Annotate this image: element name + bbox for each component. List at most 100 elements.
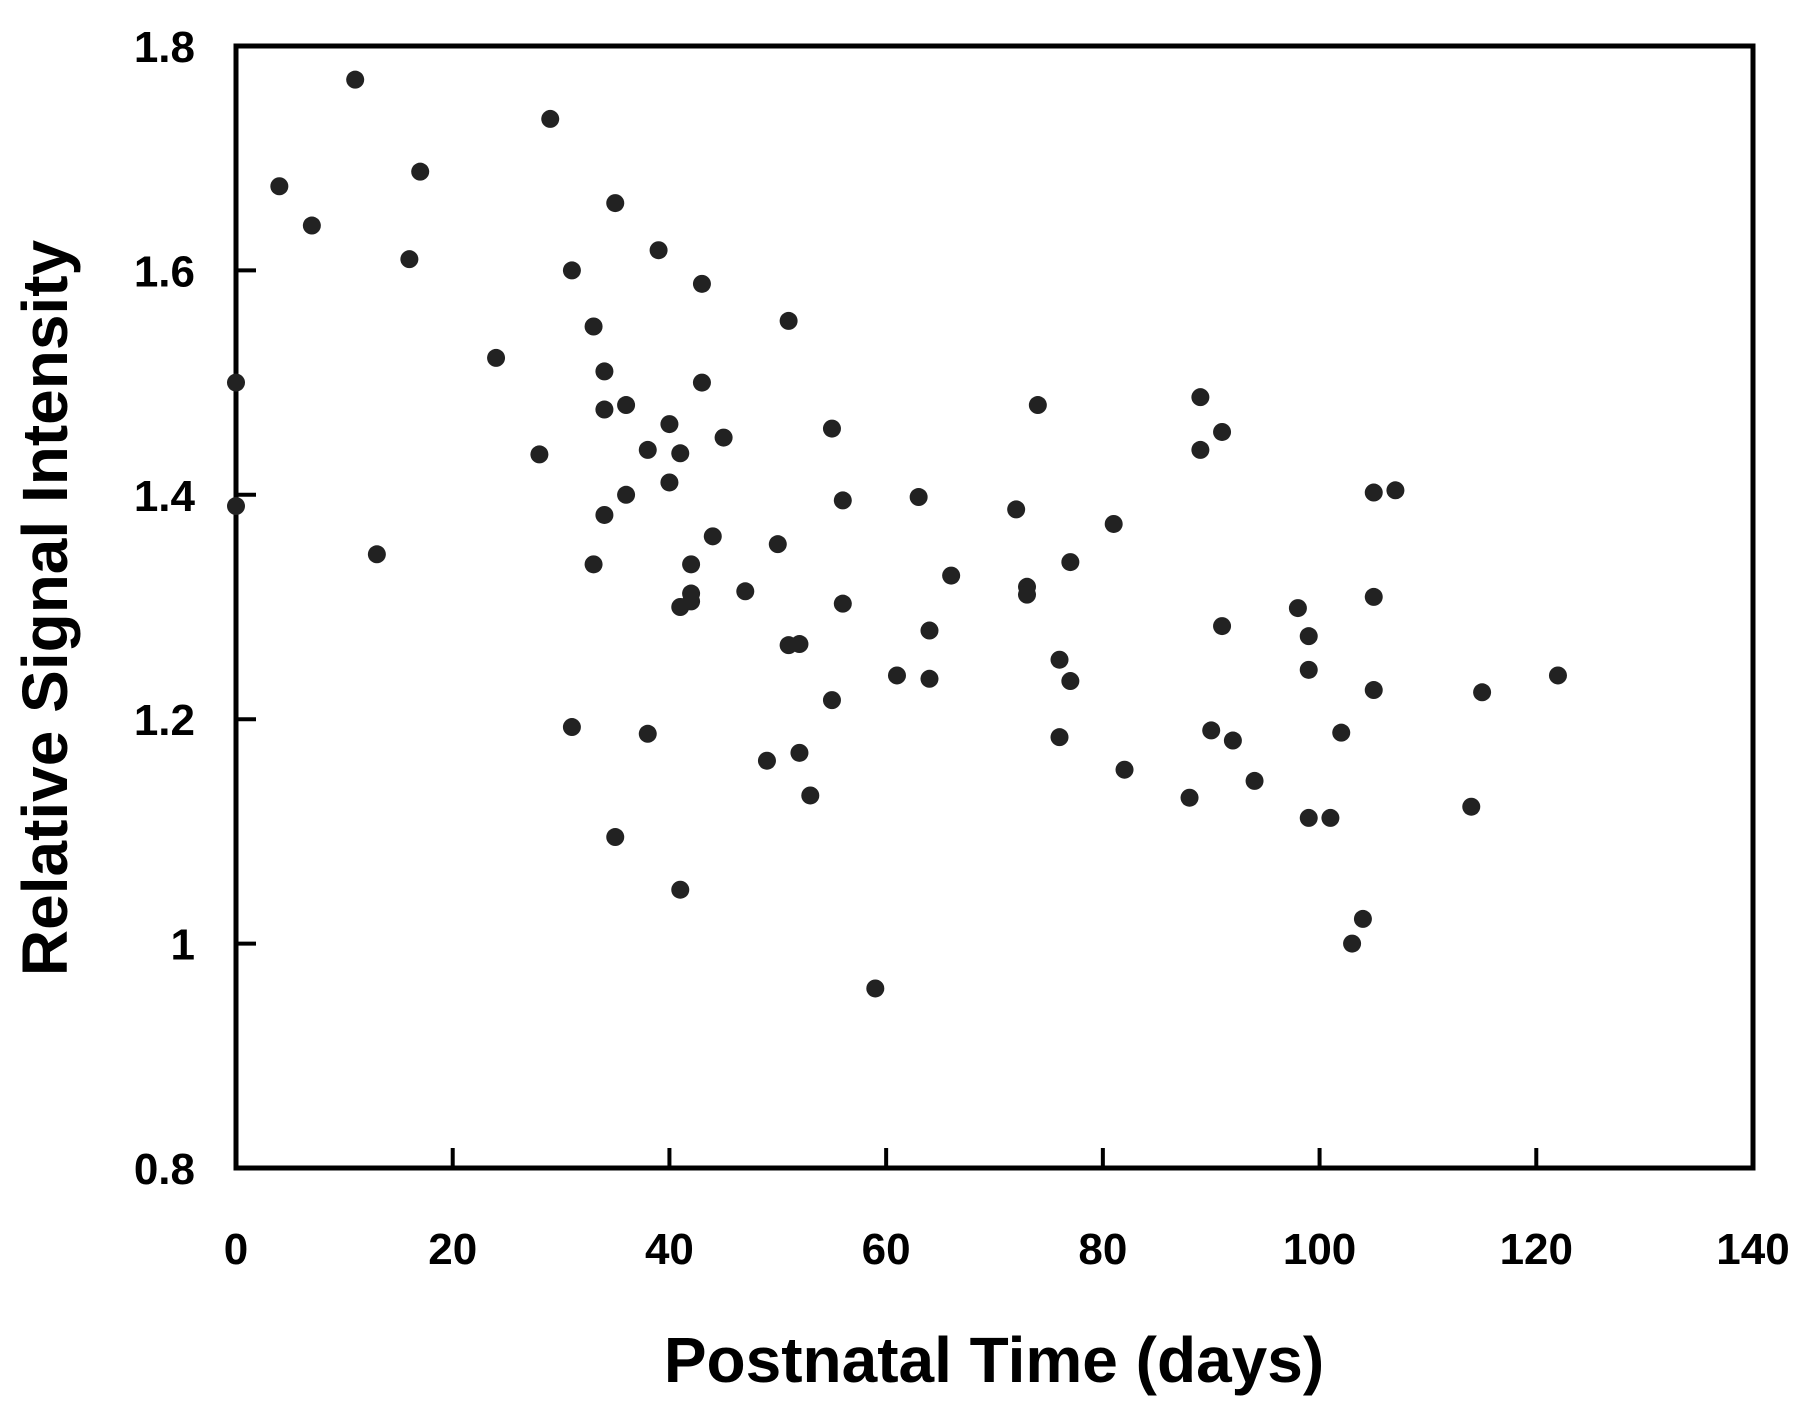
data-point <box>1061 672 1080 691</box>
data-points <box>227 70 1567 998</box>
data-point <box>757 751 776 770</box>
data-point <box>638 724 657 743</box>
data-point <box>671 444 690 463</box>
x-tick-labels: 0 20 40 60 80 100 120 140 <box>224 1225 1790 1274</box>
data-point <box>790 635 809 654</box>
data-point <box>682 555 701 574</box>
data-point <box>562 261 581 280</box>
y-tick-label: 1.2 <box>134 696 195 745</box>
data-point <box>1115 760 1134 779</box>
data-point <box>1180 788 1199 807</box>
data-point <box>1299 627 1318 646</box>
data-point <box>1061 553 1080 572</box>
data-point <box>1104 514 1123 533</box>
data-point <box>942 566 961 585</box>
data-point <box>1191 388 1210 407</box>
data-point <box>833 491 852 510</box>
data-point <box>1050 728 1069 747</box>
data-point <box>595 400 614 419</box>
data-point <box>1245 771 1264 790</box>
data-point <box>346 70 365 89</box>
x-tick-label: 80 <box>1078 1225 1127 1274</box>
data-point <box>768 535 787 554</box>
data-point <box>584 317 603 336</box>
data-point <box>714 428 733 447</box>
data-point <box>487 348 506 367</box>
y-axis-title: Relative Signal Intensity <box>9 239 81 976</box>
data-point <box>1364 587 1383 606</box>
data-point <box>638 440 657 459</box>
x-axis-title: Postnatal Time (days) <box>664 1324 1324 1396</box>
data-point <box>595 362 614 381</box>
y-tick-label: 1.8 <box>134 23 195 72</box>
data-point <box>1364 483 1383 502</box>
data-point <box>530 445 549 464</box>
data-point <box>270 177 289 196</box>
data-point <box>1473 683 1492 702</box>
data-point <box>400 250 419 269</box>
data-point <box>1548 666 1567 685</box>
data-point <box>584 555 603 574</box>
data-point <box>541 109 560 128</box>
data-point <box>227 497 245 516</box>
data-point <box>1202 721 1221 740</box>
data-point <box>1018 585 1037 604</box>
x-tick-label: 60 <box>862 1225 911 1274</box>
x-tick-label: 20 <box>428 1225 477 1274</box>
y-tick-label: 1 <box>171 921 195 970</box>
data-point <box>1223 731 1242 750</box>
data-point <box>1386 481 1405 500</box>
data-point <box>920 669 939 688</box>
data-point <box>606 194 625 213</box>
data-point <box>801 786 820 805</box>
data-point <box>649 241 668 260</box>
data-point <box>367 545 386 564</box>
x-tick-label: 140 <box>1716 1225 1789 1274</box>
data-point <box>909 488 928 507</box>
data-point <box>822 419 841 438</box>
data-point <box>617 485 636 504</box>
data-point <box>736 582 755 601</box>
y-tick-labels: 0.8 1 1.2 1.4 1.6 1.8 <box>134 23 196 1194</box>
data-point <box>606 828 625 847</box>
x-tick-label: 40 <box>645 1225 694 1274</box>
data-point <box>227 373 245 392</box>
data-point <box>1213 617 1232 636</box>
data-point <box>1050 650 1069 669</box>
plot-area-frame <box>233 43 1756 1171</box>
x-tick-label: 120 <box>1500 1225 1573 1274</box>
y-tick-label: 1.4 <box>134 472 196 521</box>
y-tick-label: 0.8 <box>134 1145 195 1194</box>
data-point <box>1321 808 1340 827</box>
data-point <box>822 691 841 710</box>
data-point <box>1028 396 1047 415</box>
data-point <box>887 666 906 685</box>
data-point <box>1364 681 1383 700</box>
data-point <box>1353 909 1372 928</box>
axis-ticks <box>234 44 1755 1170</box>
data-point <box>692 373 711 392</box>
x-tick-label: 100 <box>1283 1225 1356 1274</box>
data-point <box>682 592 701 611</box>
data-point <box>660 415 679 434</box>
data-point <box>1288 599 1307 618</box>
data-point <box>920 621 939 640</box>
data-point <box>1343 934 1362 953</box>
data-point <box>595 505 614 524</box>
data-point <box>703 527 722 546</box>
data-point <box>1191 440 1210 459</box>
data-point <box>302 216 321 235</box>
data-point <box>1007 500 1026 519</box>
data-point <box>1462 797 1481 816</box>
data-point <box>1299 808 1318 827</box>
data-point <box>1332 723 1351 742</box>
data-point <box>617 396 636 415</box>
x-tick-label: 0 <box>224 1225 248 1274</box>
data-point <box>1213 422 1232 441</box>
data-point <box>660 473 679 492</box>
y-tick-label: 1.6 <box>134 247 195 296</box>
data-point <box>671 880 690 899</box>
data-point <box>692 274 711 293</box>
data-point <box>779 311 798 330</box>
